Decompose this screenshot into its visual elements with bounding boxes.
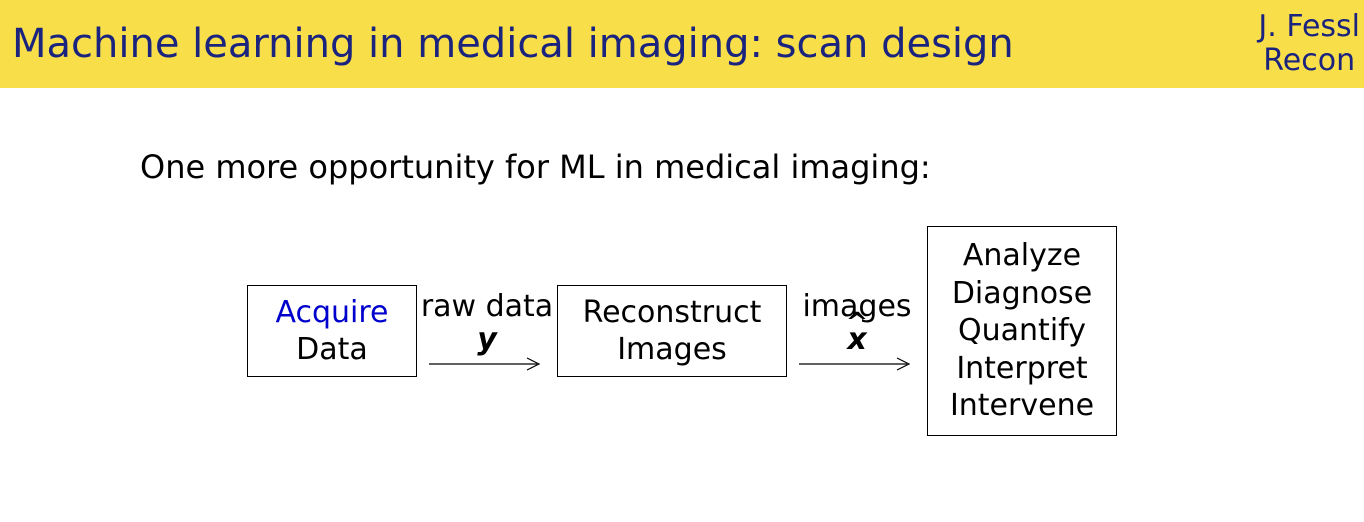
intro-text: One more opportunity for ML in medical i… <box>140 148 1364 186</box>
flow-node-label: Images <box>617 331 727 369</box>
author-name: J. Fessl <box>1258 10 1360 45</box>
flow-arrow-1: raw data y <box>417 290 557 372</box>
flow-node-label: Interpret <box>956 350 1087 388</box>
arrow-symbol: y <box>477 323 497 356</box>
flow-node-analyze: Analyze Diagnose Quantify Interpret Inte… <box>927 226 1117 436</box>
flow-node-label: Analyze <box>963 237 1081 275</box>
slide-title: Machine learning in medical imaging: sca… <box>12 21 1014 67</box>
arrow-icon <box>797 356 917 372</box>
flow-node-label: Quantify <box>958 312 1086 350</box>
arrow-symbol: ^ x <box>847 323 866 356</box>
arrow-label: raw data <box>421 290 553 323</box>
flow-node-label: Intervene <box>950 387 1094 425</box>
flow-node-reconstruct: Reconstruct Images <box>557 285 787 377</box>
flow-node-label: Diagnose <box>952 275 1092 313</box>
slide-body: One more opportunity for ML in medical i… <box>0 148 1364 436</box>
arrow-icon <box>427 356 547 372</box>
hat-icon: ^ <box>846 308 869 338</box>
flow-node-label: Acquire <box>275 294 388 332</box>
flow-node-acquire: Acquire Data <box>247 285 417 377</box>
flow-node-label: Reconstruct <box>583 294 762 332</box>
flow-arrow-2: images ^ x <box>787 290 927 372</box>
section-name: Recon <box>1258 44 1360 79</box>
flow-node-label: Data <box>296 331 368 369</box>
flowchart: Acquire Data raw data y Reconstruct Imag… <box>0 226 1364 436</box>
slide-header-meta: J. Fessl Recon <box>1258 10 1364 79</box>
slide-header: Machine learning in medical imaging: sca… <box>0 0 1364 88</box>
